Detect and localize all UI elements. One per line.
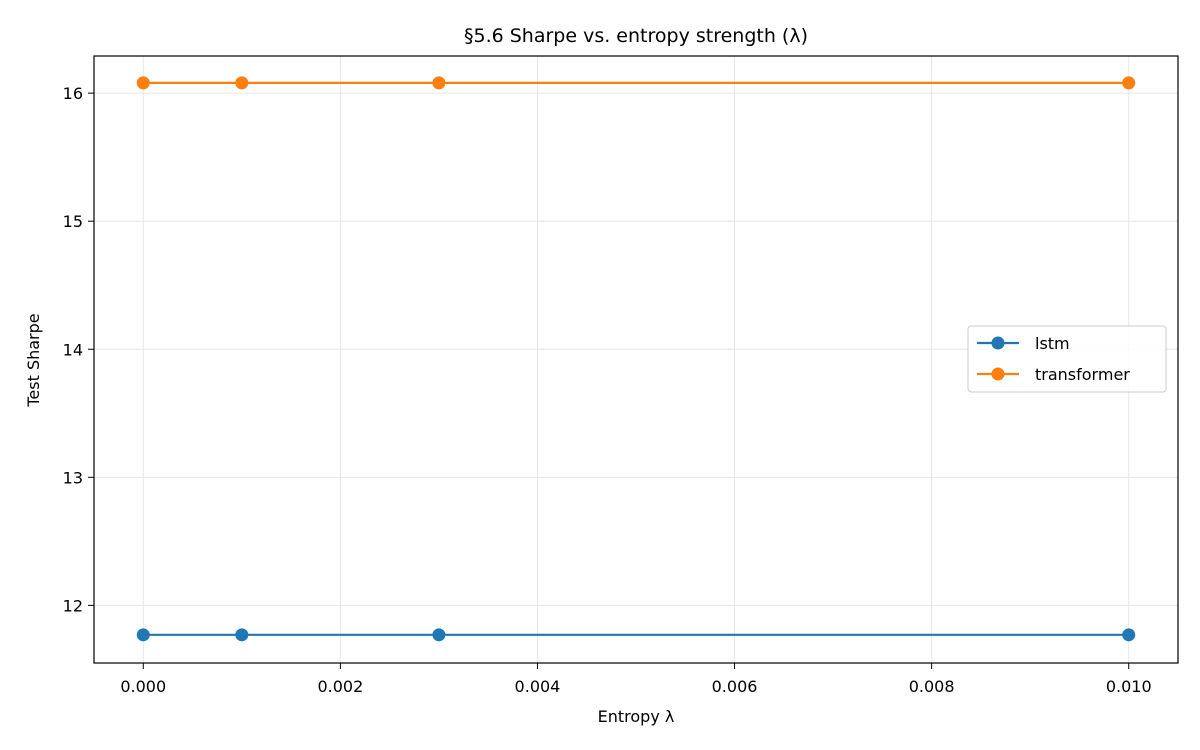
data-point [235,628,249,642]
chart-title: §5.6 Sharpe vs. entropy strength (λ) [464,25,808,47]
data-point [432,76,446,90]
data-point [1122,628,1136,642]
x-tick-label: 0.004 [515,677,561,696]
data-point [136,76,150,90]
plot-area-frame [93,55,1179,664]
grid-lines [94,56,1178,663]
y-tick-label: 12 [63,596,83,615]
y-tick-label: 16 [63,84,83,103]
legend-marker [991,336,1005,350]
legend-item-lstm: lstm [977,334,1070,353]
y-tick-label: 15 [63,212,83,231]
legend-marker [991,367,1005,381]
legend-item-transformer: transformer [977,365,1130,384]
x-tick-label: 0.000 [120,677,166,696]
legend-label: transformer [1035,365,1130,384]
legend: lstm transformer [967,325,1167,393]
data-point [1122,76,1136,90]
data-point [432,628,446,642]
y-axis-label: Test Sharpe [24,313,43,407]
x-tick-label: 0.006 [712,677,758,696]
data-point [136,628,150,642]
y-axis: 12 13 14 15 16 [63,84,94,615]
x-axis-label: Entropy λ [598,707,675,726]
data-point [235,76,249,90]
legend-label: lstm [1035,334,1070,353]
y-tick-label: 13 [63,468,83,487]
series-transformer [136,76,1136,90]
series-lstm [136,628,1136,642]
series-layer [136,76,1136,642]
x-tick-label: 0.010 [1106,677,1152,696]
y-tick-label: 14 [63,340,83,359]
x-tick-label: 0.008 [909,677,955,696]
x-tick-label: 0.002 [317,677,363,696]
x-axis: 0.000 0.002 0.004 0.006 0.008 0.010 [120,663,1152,696]
